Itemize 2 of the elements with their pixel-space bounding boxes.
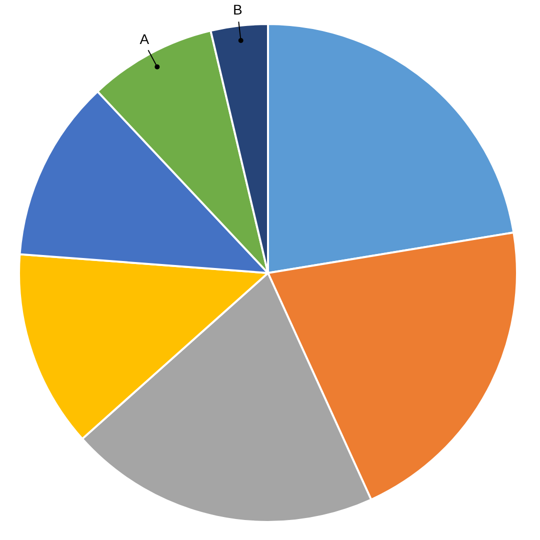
slice-label: A <box>140 30 150 47</box>
slice-label: B <box>233 2 242 18</box>
